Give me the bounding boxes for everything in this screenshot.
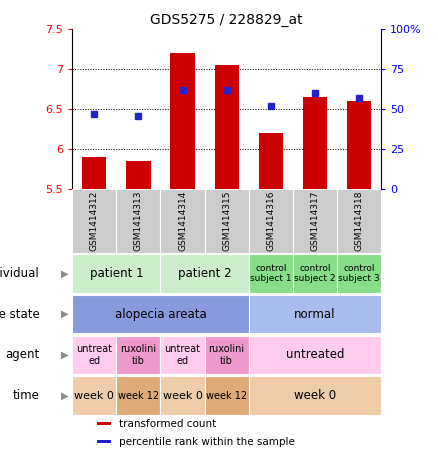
Bar [337,189,381,253]
Bar [72,295,249,333]
Bar [205,336,249,374]
Bar [249,336,381,374]
Text: untreat
ed: untreat ed [165,344,201,366]
Text: transformed count: transformed count [119,419,216,429]
Text: week 0: week 0 [294,389,336,402]
Text: ruxolini
tib: ruxolini tib [208,344,245,366]
Bar [160,255,249,293]
Text: untreat
ed: untreat ed [76,344,112,366]
Text: ruxolini
tib: ruxolini tib [120,344,156,366]
Text: normal: normal [294,308,336,321]
Bar [117,376,160,414]
Bar [160,336,205,374]
Text: GSM1414312: GSM1414312 [90,191,99,251]
Text: ▶: ▶ [61,390,68,400]
Bar [160,376,205,414]
Bar [249,295,381,333]
Bar [97,422,110,425]
Text: GSM1414317: GSM1414317 [311,191,319,251]
Text: week 12: week 12 [206,390,247,400]
Bar [170,53,194,189]
Text: GSM1414313: GSM1414313 [134,191,143,251]
Text: GSM1414314: GSM1414314 [178,191,187,251]
Bar [337,255,381,293]
Text: patient 2: patient 2 [178,267,231,280]
Bar [249,376,381,414]
Bar [303,97,327,189]
Text: control
subject 3: control subject 3 [338,264,380,283]
Text: individual: individual [0,267,40,280]
Text: GSM1414315: GSM1414315 [222,191,231,251]
Text: GSM1414318: GSM1414318 [354,191,364,251]
Text: ▶: ▶ [61,269,68,279]
Bar [97,440,110,443]
Text: ▶: ▶ [61,309,68,319]
Bar [347,101,371,189]
Text: GSM1414316: GSM1414316 [266,191,275,251]
Text: agent: agent [6,348,40,361]
Text: patient 1: patient 1 [89,267,143,280]
Bar [117,336,160,374]
Bar [126,161,151,189]
Bar [249,189,293,253]
Text: ▶: ▶ [61,350,68,360]
Bar [160,189,205,253]
Bar [259,133,283,189]
Text: week 0: week 0 [162,390,202,400]
Text: alopecia areata: alopecia areata [115,308,206,321]
Bar [82,157,106,189]
Text: control
subject 1: control subject 1 [250,264,292,283]
Bar [117,189,160,253]
Text: percentile rank within the sample: percentile rank within the sample [119,437,294,447]
Bar [293,255,337,293]
Title: GDS5275 / 228829_at: GDS5275 / 228829_at [150,13,303,27]
Text: time: time [13,389,40,402]
Bar [72,255,160,293]
Text: week 0: week 0 [74,390,114,400]
Bar [72,189,117,253]
Text: week 12: week 12 [118,390,159,400]
Bar [293,189,337,253]
Bar [205,376,249,414]
Bar [205,189,249,253]
Bar [72,376,117,414]
Text: untreated: untreated [286,348,344,361]
Text: disease state: disease state [0,308,40,321]
Bar [249,255,293,293]
Text: control
subject 2: control subject 2 [294,264,336,283]
Bar [215,65,239,189]
Bar [72,336,117,374]
